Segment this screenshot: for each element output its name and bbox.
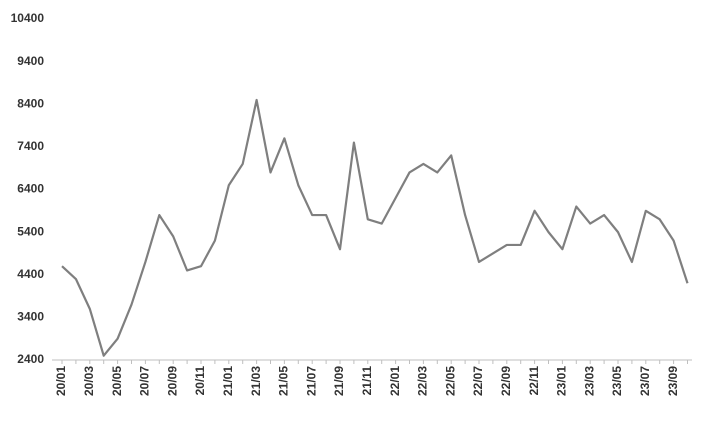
- x-tick-label: 22/05: [443, 366, 457, 396]
- x-tick-label: 22/11: [527, 366, 541, 396]
- x-tick-label: 22/09: [499, 366, 513, 396]
- x-tick-label: 22/01: [388, 366, 402, 396]
- y-tick-label: 2400: [17, 352, 44, 366]
- x-tick-label: 20/03: [82, 366, 96, 396]
- x-tick-label: 21/03: [249, 366, 263, 396]
- y-tick-label: 10400: [11, 11, 45, 25]
- x-tick-label: 23/03: [582, 366, 596, 396]
- x-tick-label: 22/07: [471, 366, 485, 396]
- x-tick-label: 21/01: [221, 366, 235, 396]
- x-tick-label: 22/03: [416, 366, 430, 396]
- y-tick-label: 6400: [17, 182, 44, 196]
- x-tick-label: 23/05: [610, 366, 624, 396]
- data-line: [61, 98, 689, 357]
- x-tick-label: 21/05: [277, 366, 291, 396]
- x-tick-label: 21/07: [304, 366, 318, 396]
- y-tick-label: 9400: [17, 54, 44, 68]
- x-tick-label: 20/01: [54, 366, 68, 396]
- x-tick-label: 20/09: [165, 366, 179, 396]
- x-tick-label: 23/01: [555, 366, 569, 396]
- y-tick-label: 8400: [17, 96, 44, 110]
- y-tick-label: 3400: [17, 310, 44, 324]
- x-tick-label: 20/11: [193, 366, 207, 396]
- x-tick-label: 21/09: [332, 366, 346, 396]
- y-tick-label: 7400: [17, 139, 44, 153]
- x-tick-label: 23/07: [638, 366, 652, 396]
- y-tick-label: 4400: [17, 267, 44, 281]
- x-tick-label: 20/07: [138, 366, 152, 396]
- x-tick-label: 21/11: [360, 366, 374, 396]
- x-tick-label: 23/09: [666, 366, 680, 396]
- x-tick-label: 20/05: [110, 366, 124, 396]
- y-tick-label: 5400: [17, 224, 44, 238]
